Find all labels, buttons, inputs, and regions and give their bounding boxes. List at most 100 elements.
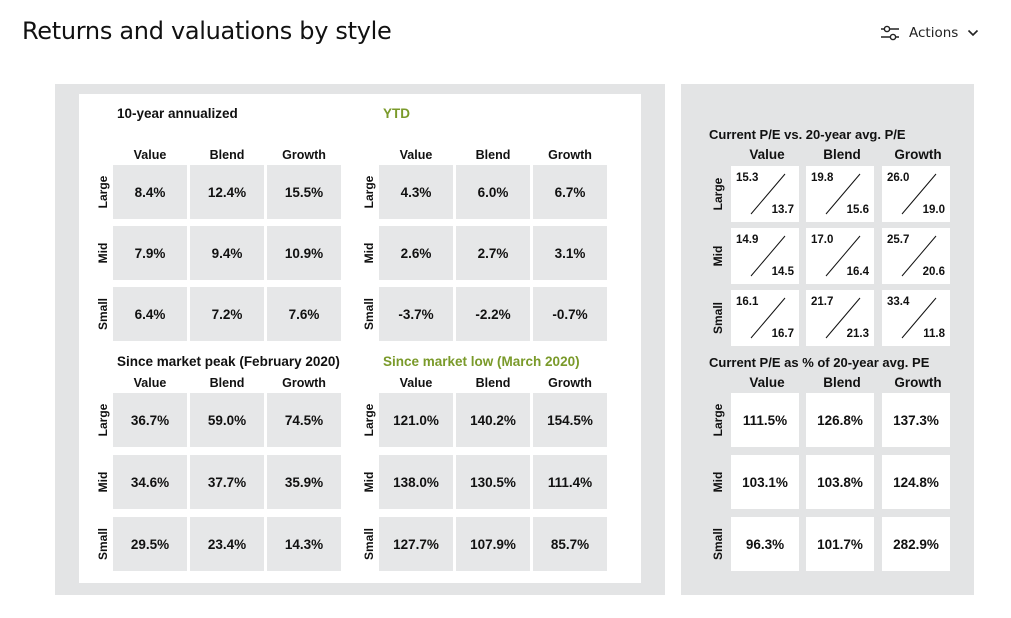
row-header: Mid — [96, 242, 110, 264]
row-header: Large — [362, 175, 376, 209]
chevron-down-icon — [967, 29, 979, 37]
current-pe: 25.7 — [887, 234, 910, 246]
pe-compare-cell: 16.1 16.7 — [731, 290, 799, 346]
return-cell: 9.4% — [190, 226, 264, 280]
return-cell: 7.9% — [113, 226, 187, 280]
column-header: Growth — [548, 148, 592, 162]
column-header: Value — [399, 148, 433, 162]
return-cell: 8.4% — [113, 165, 187, 219]
return-cell: -0.7% — [533, 287, 607, 341]
avg-pe: 13.7 — [771, 204, 794, 216]
return-cell: 2.6% — [379, 226, 453, 280]
ten-year-title: 10-year annualized — [117, 106, 238, 121]
row-header: Large — [96, 175, 110, 209]
return-cell: 154.5% — [533, 393, 607, 447]
sliders-icon — [880, 25, 900, 41]
pe-vs-avg-title: Current P/E vs. 20-year avg. P/E — [709, 127, 906, 142]
pe-pct-cell: 101.7% — [806, 517, 874, 571]
pe-compare-cell: 19.8 15.6 — [806, 166, 874, 222]
return-cell: -2.2% — [456, 287, 530, 341]
pe-pct-cell: 103.8% — [806, 455, 874, 509]
column-header: Value — [399, 376, 433, 390]
avg-pe: 16.7 — [771, 328, 794, 340]
pe-pct-cell: 282.9% — [882, 517, 950, 571]
return-cell: 7.6% — [267, 287, 341, 341]
actions-button[interactable]: Actions — [880, 22, 979, 44]
page-title: Returns and valuations by style — [22, 17, 392, 45]
return-cell: 74.5% — [267, 393, 341, 447]
pe-compare-cell: 15.3 13.7 — [731, 166, 799, 222]
pe-pct-cell: 124.8% — [882, 455, 950, 509]
diagonal-divider — [825, 297, 861, 339]
column-header: Value — [133, 148, 167, 162]
actions-label: Actions — [909, 25, 959, 41]
column-header: Blend — [823, 375, 861, 390]
pe-compare-cell: 21.7 21.3 — [806, 290, 874, 346]
column-header: Blend — [209, 376, 245, 390]
diagonal-divider — [750, 235, 786, 277]
column-header: Blend — [823, 147, 861, 162]
column-header: Value — [749, 147, 785, 162]
current-pe: 14.9 — [736, 234, 759, 246]
return-cell: 6.7% — [533, 165, 607, 219]
avg-pe: 16.4 — [846, 266, 869, 278]
return-cell: 121.0% — [379, 393, 453, 447]
return-cell: 2.7% — [456, 226, 530, 280]
return-cell: 23.4% — [190, 517, 264, 571]
return-cell: 36.7% — [113, 393, 187, 447]
pe-pct-cell: 111.5% — [731, 393, 799, 447]
return-cell: 130.5% — [456, 455, 530, 509]
return-cell: 35.9% — [267, 455, 341, 509]
return-cell: 111.4% — [533, 455, 607, 509]
return-cell: -3.7% — [379, 287, 453, 341]
diagonal-divider — [750, 297, 786, 339]
column-header: Value — [749, 375, 785, 390]
pe-compare-cell: 33.4 11.8 — [882, 290, 950, 346]
pe-compare-cell: 26.0 19.0 — [882, 166, 950, 222]
column-header: Growth — [282, 376, 326, 390]
column-header: Blend — [475, 376, 511, 390]
row-header: Mid — [96, 471, 110, 493]
pe-pct-cell: 137.3% — [882, 393, 950, 447]
return-cell: 10.9% — [267, 226, 341, 280]
row-header: Mid — [711, 471, 725, 493]
row-header: Small — [362, 298, 376, 331]
pe-pct-cell: 103.1% — [731, 455, 799, 509]
avg-pe: 19.0 — [922, 204, 945, 216]
current-pe: 26.0 — [887, 172, 910, 184]
return-cell: 59.0% — [190, 393, 264, 447]
pe-pct-cell: 126.8% — [806, 393, 874, 447]
return-cell: 127.7% — [379, 517, 453, 571]
current-pe: 19.8 — [811, 172, 834, 184]
diagonal-divider — [825, 173, 861, 215]
column-header: Growth — [548, 376, 592, 390]
return-cell: 3.1% — [533, 226, 607, 280]
avg-pe: 14.5 — [771, 266, 794, 278]
row-header: Mid — [362, 471, 376, 493]
current-pe: 21.7 — [811, 296, 834, 308]
return-cell: 6.0% — [456, 165, 530, 219]
pe-pct-cell: 96.3% — [731, 517, 799, 571]
pe-pct-title: Current P/E as % of 20-year avg. PE — [709, 355, 930, 370]
diagonal-divider — [901, 235, 937, 277]
since-low-title: Since market low (March 2020) — [383, 354, 580, 369]
return-cell: 85.7% — [533, 517, 607, 571]
diagonal-divider — [901, 173, 937, 215]
current-pe: 15.3 — [736, 172, 759, 184]
row-header: Small — [711, 528, 725, 561]
return-cell: 140.2% — [456, 393, 530, 447]
row-header: Large — [96, 403, 110, 437]
return-cell: 138.0% — [379, 455, 453, 509]
return-cell: 29.5% — [113, 517, 187, 571]
row-header: Small — [362, 528, 376, 561]
pe-compare-cell: 25.7 20.6 — [882, 228, 950, 284]
ytd-title: YTD — [383, 106, 410, 121]
row-header: Small — [711, 302, 725, 335]
avg-pe: 21.3 — [846, 328, 869, 340]
return-cell: 14.3% — [267, 517, 341, 571]
diagonal-divider — [901, 297, 937, 339]
avg-pe: 15.6 — [846, 204, 869, 216]
since-peak-title: Since market peak (February 2020) — [117, 354, 340, 369]
row-header: Large — [362, 403, 376, 437]
return-cell: 7.2% — [190, 287, 264, 341]
